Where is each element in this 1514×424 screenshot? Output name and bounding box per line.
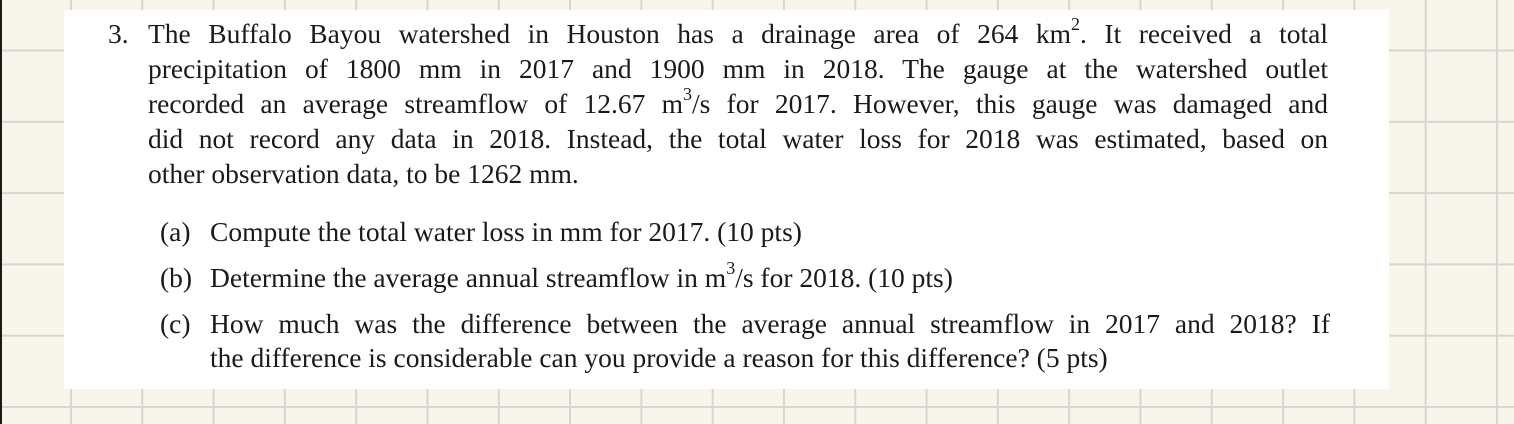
part-a-text: Compute the total water loss in mm for 2… — [210, 216, 802, 247]
intro-line-3: recorded an average streamflow of 12.67 … — [148, 83, 1328, 119]
window-left-edge — [0, 0, 2, 424]
problem-number: 3. — [108, 18, 129, 49]
part-c-label: (c) — [160, 308, 191, 339]
intro-line-1: The Buffalo Bayou watershed in Houston h… — [148, 13, 1328, 49]
superscript-2: 2 — [1071, 13, 1081, 34]
part-c-text-line-2: the difference is considerable can you p… — [210, 342, 1108, 373]
superscript-3: 3 — [726, 257, 736, 278]
part-c-text-line-1: How much was the difference between the … — [210, 308, 1330, 339]
intro-line-2: precipitation of 1800 mm in 2017 and 190… — [148, 53, 1328, 84]
part-a-label: (a) — [160, 216, 191, 247]
part-b-text: Determine the average annual streamflow … — [210, 257, 953, 293]
superscript-3: 3 — [683, 83, 693, 104]
problem-card: 3. The Buffalo Bayou watershed in Housto… — [64, 10, 1389, 389]
part-b-label: (b) — [160, 262, 193, 293]
intro-line-4: did not record any data in 2018. Instead… — [148, 123, 1328, 154]
intro-line-5: other observation data, to be 1262 mm. — [148, 158, 579, 189]
